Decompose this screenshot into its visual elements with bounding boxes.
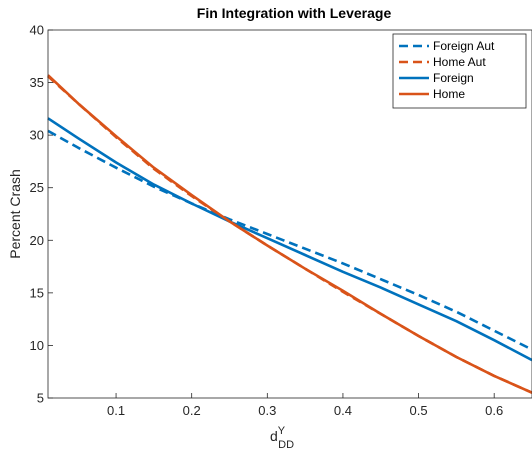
legend-label: Foreign Aut (433, 39, 495, 53)
x-tick-label: 0.2 (183, 403, 201, 418)
series-layer (47, 74, 532, 394)
series-line-0 (47, 129, 532, 351)
y-tick-label: 30 (30, 128, 44, 143)
legend: Foreign Aut Home Aut Foreign Home (392, 33, 527, 109)
y-tick-label: 5 (37, 391, 44, 406)
x-axis-title-subscript: DD (278, 439, 294, 451)
y-tick-label: 20 (30, 233, 44, 248)
y-tick-label: 10 (30, 338, 44, 353)
y-tick-label: 25 (30, 180, 44, 195)
chart-title: Fin Integration with Leverage (197, 5, 392, 21)
x-tick-label: 0.6 (485, 403, 503, 418)
x-tick-label: 0.1 (107, 403, 125, 418)
legend-label: Home (433, 87, 465, 101)
y-tick-label: 35 (30, 75, 44, 90)
x-tick-label: 0.4 (334, 403, 352, 418)
x-axis-title-superscript: Y (278, 425, 286, 437)
x-tick-label: 0.5 (410, 403, 428, 418)
y-axis-title: Percent Crash (7, 169, 23, 258)
legend-label: Foreign (433, 71, 474, 85)
y-tick-label: 40 (30, 23, 44, 38)
x-axis-title: dY DD (270, 425, 294, 451)
x-axis: 0.1 0.2 0.3 0.4 0.5 0.6 (107, 393, 503, 418)
y-tick-label: 15 (30, 285, 44, 300)
x-tick-label: 0.3 (258, 403, 276, 418)
legend-label: Home Aut (433, 55, 486, 69)
series-line-3 (47, 74, 532, 394)
y-axis: 5 10 15 20 25 30 35 40 (30, 23, 53, 406)
series-line-2 (47, 117, 532, 362)
plot-area-border (47, 29, 532, 399)
x-axis-title-base: d (270, 428, 278, 444)
